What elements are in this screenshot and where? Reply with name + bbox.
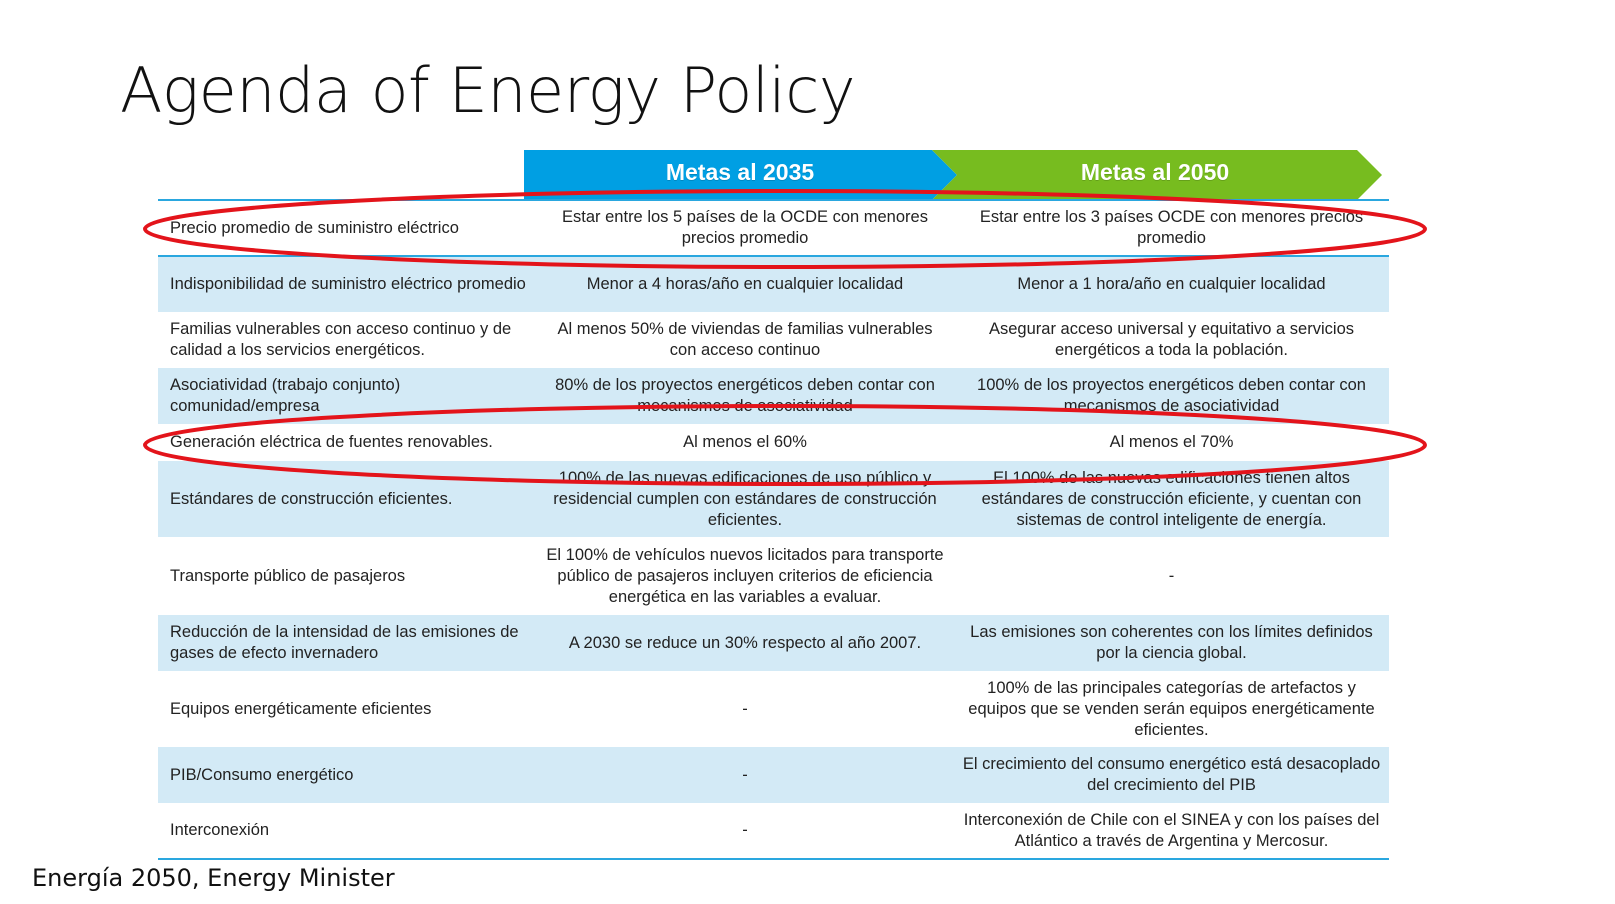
row-topic: Generación eléctrica de fuentes renovabl… bbox=[170, 433, 493, 451]
table-row: Transporte público de pasajeros El 100% … bbox=[158, 537, 1389, 615]
row-topic: Asociatividad (trabajo conjunto) comunid… bbox=[158, 368, 536, 424]
goal-2035-cell: Al menos 50% de viviendas de familias vu… bbox=[557, 320, 933, 359]
goal-2050-cell: El crecimiento del consumo energético es… bbox=[954, 747, 1389, 803]
goal-2050-cell: Interconexión de Chile con el SINEA y co… bbox=[963, 810, 1380, 850]
row-topic: PIB/Consumo energético bbox=[158, 747, 536, 803]
goal-2035-cell: 100% de las nuevas edificaciones de uso … bbox=[536, 461, 954, 537]
source-caption: Energía 2050, Energy Minister bbox=[32, 864, 395, 892]
goal-2050-cell: Al menos el 70% bbox=[1109, 433, 1234, 451]
table-row: Asociatividad (trabajo conjunto) comunid… bbox=[158, 368, 1389, 424]
energy-policy-table: Precio promedio de suministro eléctrico … bbox=[158, 199, 1389, 860]
goal-2050-cell: 100% de los proyectos energéticos deben … bbox=[954, 368, 1389, 424]
row-topic: Transporte público de pasajeros bbox=[170, 566, 406, 585]
slide-title: Agenda of Energy Policy bbox=[120, 54, 856, 127]
table-row: Reducción de la intensidad de las emisio… bbox=[158, 615, 1389, 671]
row-topic: Indisponibilidad de suministro eléctrico… bbox=[158, 256, 536, 312]
row-topic: Reducción de la intensidad de las emisio… bbox=[158, 615, 536, 671]
goal-2050-cell: - bbox=[1168, 566, 1175, 585]
goal-2035-cell: A 2030 se reduce un 30% respecto al año … bbox=[536, 615, 954, 671]
table-row: Equipos energéticamente eficientes - 100… bbox=[158, 671, 1389, 747]
header-arrow-2035 bbox=[524, 150, 957, 200]
row-topic: Familias vulnerables con acceso continuo… bbox=[170, 320, 512, 359]
goal-2035-cell: - bbox=[742, 699, 748, 718]
header-label-2050: Metas al 2050 bbox=[1080, 159, 1230, 185]
goal-2035-cell: Menor a 4 horas/año en cualquier localid… bbox=[536, 256, 954, 312]
table-row: Estándares de construcción eficientes. 1… bbox=[158, 461, 1389, 537]
row-topic: Equipos energéticamente eficientes bbox=[170, 699, 432, 718]
table-row: Interconexión - Interconexión de Chile c… bbox=[158, 803, 1389, 859]
goal-2035-cell: El 100% de vehículos nuevos licitados pa… bbox=[546, 545, 944, 606]
goal-2050-cell: Menor a 1 hora/año en cualquier localida… bbox=[954, 256, 1389, 312]
header-arrow-2050 bbox=[932, 150, 1382, 200]
goal-2050-cell: Asegurar acceso universal y equitativo a… bbox=[988, 320, 1354, 359]
row-topic: Precio promedio de suministro eléctrico bbox=[158, 200, 536, 257]
table-row: Indisponibilidad de suministro eléctrico… bbox=[158, 256, 1389, 312]
table-row: Generación eléctrica de fuentes renovabl… bbox=[158, 424, 1389, 461]
table-row: PIB/Consumo energético - El crecimiento … bbox=[158, 747, 1389, 803]
goal-2050-cell: 100% de las principales categorías de ar… bbox=[968, 678, 1375, 739]
row-topic: Estándares de construcción eficientes. bbox=[158, 461, 536, 537]
table-row: Precio promedio de suministro eléctrico … bbox=[158, 200, 1389, 257]
row-topic: Interconexión bbox=[170, 821, 270, 839]
goal-2035-cell: 80% de los proyectos energéticos deben c… bbox=[536, 368, 954, 424]
goal-2035-cell: - bbox=[742, 821, 748, 839]
goal-2050-cell: Las emisiones son coherentes con los lím… bbox=[954, 615, 1389, 671]
goal-2035-cell: Estar entre los 5 países de la OCDE con … bbox=[536, 200, 954, 257]
goal-2035-cell: - bbox=[536, 747, 954, 803]
header-label-2035: Metas al 2035 bbox=[665, 159, 815, 185]
table-row: Familias vulnerables con acceso continuo… bbox=[158, 312, 1389, 368]
goal-2035-cell: Al menos el 60% bbox=[683, 433, 807, 451]
goal-2050-cell: El 100% de las nuevas edificaciones tien… bbox=[954, 461, 1389, 537]
goal-2050-cell: Estar entre los 3 países OCDE con menore… bbox=[954, 200, 1389, 257]
